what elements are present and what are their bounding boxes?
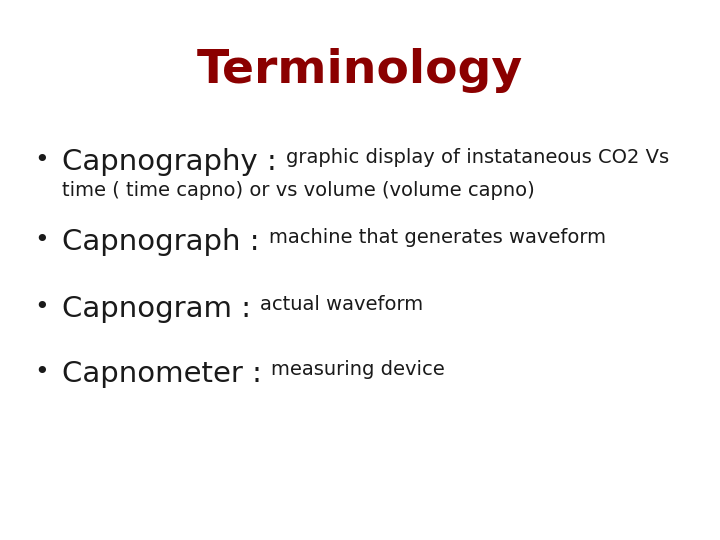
- Text: Capnogram :: Capnogram :: [62, 295, 260, 323]
- Text: actual waveform: actual waveform: [260, 295, 423, 314]
- Text: machine that generates waveform: machine that generates waveform: [269, 228, 606, 247]
- Text: •: •: [35, 295, 50, 319]
- Text: Terminology: Terminology: [197, 48, 523, 93]
- Text: Capnograph :: Capnograph :: [62, 228, 269, 256]
- Text: •: •: [35, 228, 50, 252]
- Text: time ( time capno) or vs volume (volume capno): time ( time capno) or vs volume (volume …: [62, 180, 535, 200]
- Text: measuring device: measuring device: [271, 360, 445, 379]
- Text: •: •: [35, 148, 50, 172]
- Text: •: •: [35, 360, 50, 384]
- Text: Capnography :: Capnography :: [62, 148, 286, 176]
- Text: graphic display of instataneous CO2 Vs: graphic display of instataneous CO2 Vs: [286, 148, 669, 167]
- Text: Capnometer :: Capnometer :: [62, 360, 271, 388]
